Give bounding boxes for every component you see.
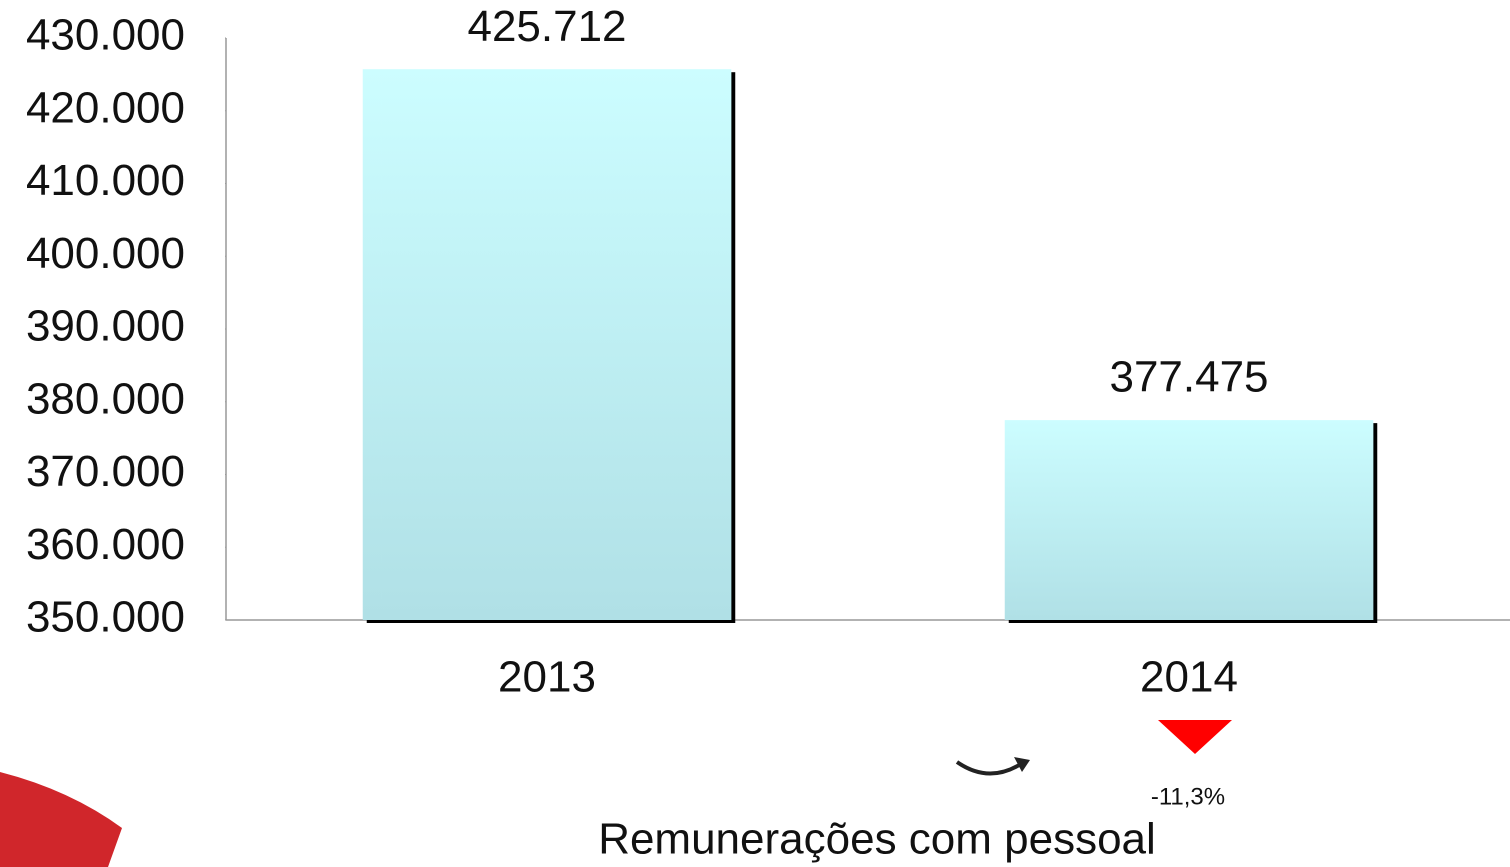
page: {"chart_data": { "type": "bar", "title":… (0, 0, 1510, 867)
chart-title: Remunerações com pessoal (598, 815, 1156, 864)
y-tick-label: 410.000 (26, 156, 185, 205)
y-tick-label: 360.000 (26, 520, 185, 569)
annotation: -11,3% (1151, 783, 1225, 810)
y-tick-label: 430.000 (26, 11, 185, 60)
value-label: 377.475 (1109, 353, 1268, 402)
arrow-icon (957, 762, 1024, 774)
decrease-triangle (1158, 720, 1232, 754)
y-tick-label: 390.000 (26, 302, 185, 351)
x-tick-label: 2014 (1140, 653, 1238, 702)
y-tick-label: 380.000 (26, 374, 185, 423)
x-tick-label: 2013 (498, 653, 596, 702)
y-tick-label: 370.000 (26, 447, 185, 496)
decor-shape (0, 772, 122, 867)
bar (363, 69, 732, 620)
y-tick-label: 420.000 (26, 83, 185, 132)
y-tick-label: 350.000 (26, 593, 185, 642)
y-tick-label: 400.000 (26, 229, 185, 278)
chart: -11,3% Remunerações com pessoal 350.000 3… (0, 0, 1510, 867)
bar (1005, 420, 1374, 620)
value-label: 425.712 (467, 2, 626, 51)
